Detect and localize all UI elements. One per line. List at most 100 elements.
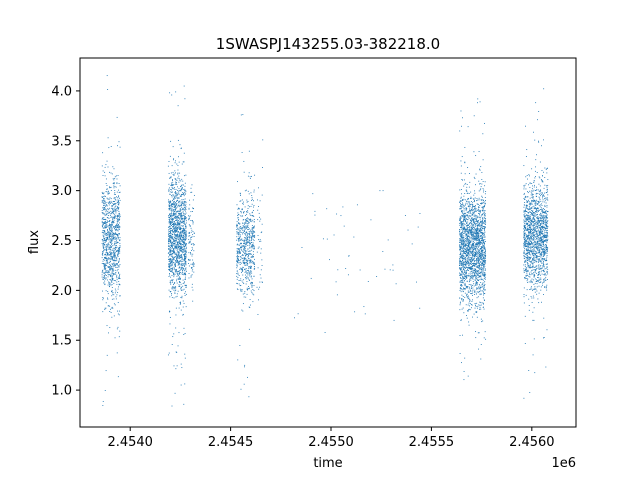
data-point — [184, 198, 186, 200]
data-point — [481, 279, 483, 281]
data-point — [240, 245, 242, 247]
data-point — [104, 268, 106, 270]
data-point — [240, 247, 241, 249]
data-point — [470, 233, 472, 235]
data-point — [105, 202, 107, 204]
data-point — [110, 235, 112, 237]
data-point — [467, 252, 469, 254]
data-point — [191, 191, 193, 193]
data-point — [174, 291, 176, 293]
data-point — [239, 250, 240, 252]
data-point — [251, 211, 253, 213]
data-point — [253, 247, 255, 249]
data-point — [238, 208, 240, 210]
data-point — [173, 297, 175, 299]
data-point — [118, 222, 120, 224]
data-point — [111, 227, 113, 229]
data-point — [482, 284, 484, 286]
data-point — [183, 215, 185, 217]
data-point — [182, 285, 184, 287]
data-point — [237, 208, 239, 210]
data-point — [243, 211, 244, 213]
data-point — [237, 289, 239, 290]
data-point — [239, 288, 241, 290]
data-point — [171, 203, 173, 205]
data-point — [484, 205, 486, 206]
data-point — [111, 291, 113, 293]
data-point — [182, 225, 184, 227]
data-point — [170, 235, 172, 237]
data-point — [175, 191, 176, 192]
data-point — [470, 284, 472, 286]
data-point — [170, 215, 172, 217]
data-point — [468, 218, 470, 220]
data-point — [189, 218, 190, 220]
data-point — [173, 237, 175, 239]
data-point — [236, 265, 238, 267]
data-point — [181, 206, 183, 208]
data-point — [471, 247, 473, 249]
data-point — [173, 276, 175, 278]
data-point — [261, 259, 263, 261]
data-point — [466, 244, 467, 246]
data-point — [173, 287, 174, 289]
chart-title: 1SWASPJ143255.03-382218.0 — [216, 35, 440, 53]
data-point — [172, 209, 174, 211]
data-point — [103, 227, 105, 229]
data-point — [478, 206, 479, 208]
data-point — [483, 247, 485, 248]
data-point — [188, 218, 190, 220]
data-point — [245, 270, 247, 272]
data-point — [485, 338, 487, 340]
data-point — [480, 203, 482, 205]
data-point — [106, 220, 108, 222]
data-point — [173, 187, 175, 188]
data-point — [182, 265, 184, 266]
data-point — [173, 159, 174, 161]
data-point — [248, 231, 250, 232]
data-point — [169, 237, 171, 239]
data-point — [240, 248, 242, 250]
data-point — [178, 253, 180, 255]
data-point — [181, 258, 183, 259]
data-point — [483, 299, 485, 301]
data-point — [477, 250, 479, 252]
data-point — [119, 226, 121, 228]
data-point — [475, 235, 477, 237]
data-point — [467, 243, 469, 245]
data-point — [252, 242, 254, 244]
data-point — [470, 284, 472, 286]
data-point — [172, 204, 174, 206]
data-point — [236, 278, 238, 280]
data-point — [463, 272, 465, 273]
data-point — [479, 243, 481, 245]
data-point — [105, 208, 106, 210]
data-point — [466, 214, 468, 216]
data-point — [103, 268, 105, 270]
data-point — [109, 267, 110, 269]
data-point — [115, 212, 117, 214]
data-point — [179, 227, 181, 229]
data-point — [103, 244, 105, 245]
data-point — [102, 222, 104, 223]
data-point — [110, 217, 112, 219]
data-point — [114, 226, 116, 228]
data-point — [476, 235, 478, 237]
data-point — [173, 222, 175, 224]
data-point — [179, 267, 181, 269]
data-point — [183, 193, 185, 195]
data-point — [182, 283, 184, 284]
data-point — [476, 217, 478, 218]
data-point — [252, 229, 254, 231]
data-point — [106, 197, 108, 199]
data-point — [242, 274, 244, 276]
data-point — [474, 227, 476, 229]
data-point — [111, 173, 113, 175]
data-point — [115, 272, 117, 274]
data-point — [113, 210, 115, 212]
data-point — [103, 239, 105, 241]
data-point — [472, 249, 474, 251]
data-point — [174, 247, 176, 249]
data-point — [482, 202, 484, 204]
data-point — [314, 214, 316, 216]
